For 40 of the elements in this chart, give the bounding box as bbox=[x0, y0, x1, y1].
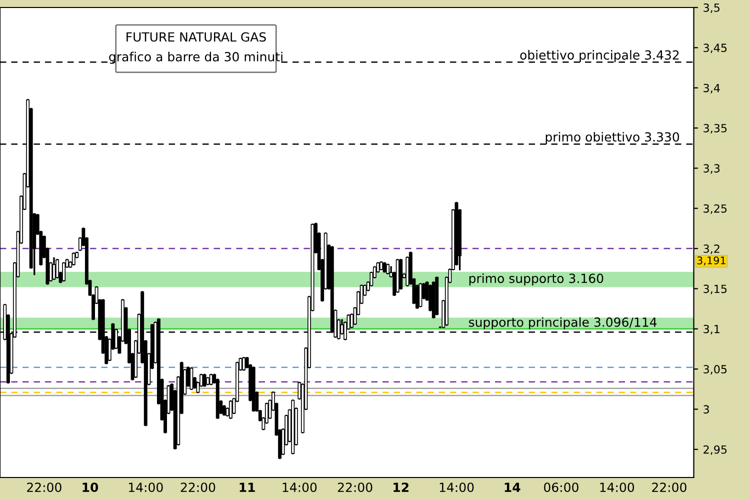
y-tick-label: 3,3 bbox=[704, 164, 720, 174]
text: grafico a barre da 30 minuti bbox=[109, 52, 282, 64]
x-tick-label: 10 bbox=[82, 482, 98, 492]
text: FUTURE NATURAL GAS bbox=[126, 32, 266, 42]
candlestick bbox=[72, 252, 76, 266]
text: 3,191 bbox=[697, 256, 726, 266]
candlestick bbox=[62, 262, 66, 282]
candlestick bbox=[202, 374, 206, 387]
x-tick-label: 22:00 bbox=[180, 482, 216, 492]
ref-line-label: primo obiettivo 3.330 bbox=[546, 132, 680, 144]
x-tick-label: 14:00 bbox=[600, 482, 634, 492]
y-tick-label: 3,2 bbox=[704, 244, 720, 254]
y-tick-label: 3,25 bbox=[704, 204, 727, 214]
candlestick bbox=[209, 374, 213, 386]
x-tick-label: 14:00 bbox=[440, 482, 474, 492]
x-tick-label: 14 bbox=[504, 482, 520, 492]
candlestick bbox=[228, 400, 232, 419]
candlestick bbox=[56, 258, 59, 278]
y-tick-label: 3,5 bbox=[704, 3, 720, 14]
y-tick-label: 3,05 bbox=[704, 365, 727, 375]
band-label: supporto principale 3.096/114 bbox=[468, 317, 657, 330]
x-tick-label: 14:00 bbox=[128, 482, 163, 492]
x-tick-label: 14:00 bbox=[282, 482, 317, 492]
x-tick-label: 22:00 bbox=[338, 482, 372, 492]
y-tick-label: 3,15 bbox=[704, 284, 727, 294]
x-tick-label: 11 bbox=[240, 482, 255, 492]
y-tick-label: 3,1 bbox=[704, 324, 720, 334]
candlestick bbox=[190, 367, 194, 390]
y-tick-label: 2,95 bbox=[704, 445, 727, 455]
x-tick-label: 06:00 bbox=[544, 482, 578, 492]
band-label: primo supporto 3.160 bbox=[469, 273, 604, 286]
ref-line-label: obiettivo principale 3.432 bbox=[520, 50, 679, 62]
candlestick bbox=[242, 356, 246, 371]
x-tick-label: 12 bbox=[394, 482, 408, 492]
y-tick-label: 3,4 bbox=[704, 84, 720, 94]
x-tick-label: 22:00 bbox=[652, 482, 686, 492]
y-tick-label: 3,35 bbox=[704, 124, 727, 134]
x-tick-label: 22:00 bbox=[27, 482, 62, 492]
y-tick-label: 3 bbox=[704, 405, 709, 414]
y-tick-label: 3,45 bbox=[704, 44, 727, 54]
